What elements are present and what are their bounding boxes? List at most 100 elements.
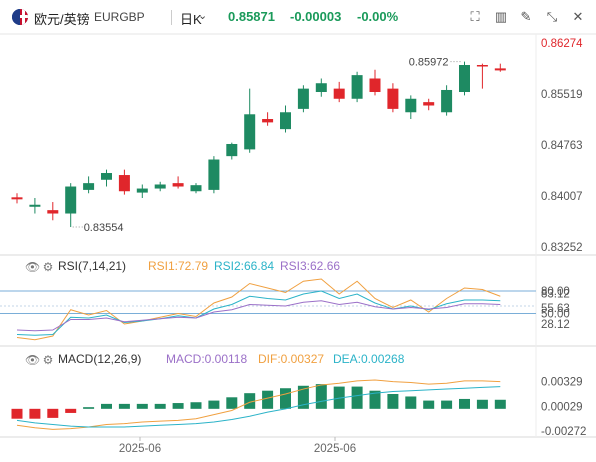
- low-price-label: 0.83554: [84, 222, 124, 234]
- candle-body[interactable]: [226, 143, 238, 157]
- eurgbp-flag-icon: [12, 9, 28, 25]
- candle-body[interactable]: [118, 175, 130, 192]
- candle-body[interactable]: [351, 75, 363, 99]
- macd-histogram-bar: [351, 386, 363, 409]
- macd-axis-label: 0.00029: [541, 401, 583, 413]
- price-axis-label: 0.85519: [541, 89, 583, 101]
- macd-value: MACD:0.00118: [166, 352, 248, 366]
- high-price-label: 0.85972: [409, 57, 449, 69]
- price-axis-label: 0.86274: [541, 38, 583, 50]
- indicator-icon[interactable]: ▥: [494, 9, 508, 24]
- macd-histogram-bar: [387, 394, 399, 409]
- macd-visibility-icon[interactable]: 👁: [25, 353, 41, 367]
- candle-body[interactable]: [476, 65, 488, 67]
- rsi3-value: RSI3:62.66: [280, 259, 341, 273]
- rsi-axis-label: 50.00: [541, 309, 570, 321]
- macd-histogram-bar: [47, 408, 59, 418]
- macd-histogram-bar: [494, 399, 506, 409]
- candle-body[interactable]: [101, 173, 112, 180]
- macd-histogram-bar: [405, 396, 417, 409]
- symbol-name[interactable]: 欧元/英镑: [34, 12, 90, 27]
- symbol-code: EURGBP: [94, 10, 145, 24]
- macd-axis-label: -0.00272: [541, 426, 586, 438]
- macd-histogram-bar: [11, 408, 23, 419]
- macd-histogram-bar: [154, 403, 166, 409]
- macd-histogram-bar: [297, 385, 309, 409]
- dif-line: [16, 379, 501, 430]
- macd-histogram-bar: [441, 400, 453, 409]
- dif-value: DIF:0.00327: [258, 352, 325, 366]
- rsi-visibility-icon[interactable]: 👁: [25, 260, 41, 274]
- candle-body[interactable]: [315, 83, 327, 93]
- price-axis-label: 0.84007: [541, 191, 583, 203]
- timeframe-selector[interactable]: 日K: [180, 12, 202, 27]
- macd-name: MACD(12,26,9): [58, 352, 142, 366]
- candle-body[interactable]: [154, 184, 166, 189]
- candle-body[interactable]: [65, 186, 77, 214]
- candle-body[interactable]: [297, 88, 309, 109]
- time-axis-label: 2025-06: [119, 443, 161, 455]
- candle-body[interactable]: [387, 88, 399, 109]
- candle-body[interactable]: [29, 204, 41, 207]
- macd-histogram-bar: [65, 408, 77, 413]
- fullscreen-icon[interactable]: ⛶: [470, 9, 480, 24]
- candle-body[interactable]: [405, 98, 417, 113]
- candle-body[interactable]: [369, 78, 381, 93]
- macd-histogram-bar: [190, 402, 202, 409]
- macd-histogram-bar: [476, 399, 488, 409]
- candle-body[interactable]: [441, 89, 453, 113]
- macd-histogram-bar: [315, 384, 327, 409]
- candle-body[interactable]: [244, 114, 256, 150]
- macd-histogram-bar: [83, 407, 95, 409]
- candle-body[interactable]: [208, 159, 220, 190]
- dea-value: DEA:0.00268: [333, 352, 405, 366]
- candle-body[interactable]: [136, 188, 148, 193]
- macd-histogram-bar: [262, 390, 274, 409]
- macd-histogram-bar: [208, 400, 220, 409]
- rsi-axis-label: 80.00: [541, 286, 570, 298]
- price-axis-label: 0.83252: [541, 242, 583, 254]
- macd-histogram-bar: [244, 393, 256, 409]
- timeframe-caret-icon[interactable]: ⌄: [198, 10, 208, 22]
- rsi-axis-label: 28.12: [541, 319, 570, 331]
- rsi-axis-label: 83.12: [541, 289, 570, 301]
- collapse-icon[interactable]: ⤡: [546, 9, 558, 24]
- rsi1-value: RSI1:72.79: [148, 259, 209, 273]
- close-icon[interactable]: ✕: [572, 9, 584, 24]
- candle-body[interactable]: [333, 88, 345, 99]
- rsi3-line: [16, 300, 501, 332]
- dea-line: [16, 386, 501, 428]
- candle-body[interactable]: [83, 183, 95, 190]
- macd-settings-icon[interactable]: ⚙: [42, 353, 54, 367]
- header-divider: [171, 10, 172, 25]
- macd-histogram-bar: [101, 403, 112, 409]
- current-price: 0.85871: [228, 9, 275, 24]
- macd-histogram-bar: [118, 403, 130, 409]
- macd-histogram-bar: [369, 390, 381, 409]
- draw-icon[interactable]: ✎: [520, 9, 532, 24]
- price-change-pct: -0.00%: [357, 9, 399, 24]
- candle-body[interactable]: [280, 112, 291, 130]
- candle-body[interactable]: [47, 210, 59, 214]
- price-change: -0.00003: [290, 9, 342, 24]
- rsi-settings-icon[interactable]: ⚙: [42, 260, 54, 274]
- macd-axis-label: 0.00329: [541, 377, 583, 389]
- candle-body[interactable]: [190, 185, 202, 192]
- candle-body[interactable]: [262, 119, 274, 123]
- rsi-axis-label: 55.63: [541, 303, 570, 315]
- candle-body[interactable]: [423, 102, 435, 106]
- candle-body[interactable]: [494, 68, 506, 71]
- chart-header: 欧元/英镑 EURGBP 日K ⌄ 0.85871 -0.00003 -0.00…: [0, 0, 596, 34]
- price-axis-label: 0.84763: [541, 140, 583, 152]
- macd-histogram-bar: [136, 403, 148, 409]
- macd-histogram-bar: [172, 403, 184, 409]
- macd-histogram-bar: [423, 400, 435, 409]
- candle-body[interactable]: [172, 183, 184, 187]
- candle-body[interactable]: [459, 65, 470, 93]
- time-axis-label: 2025-06: [314, 443, 356, 455]
- macd-histogram-bar: [29, 408, 41, 419]
- macd-histogram-bar: [280, 388, 291, 409]
- candle-body[interactable]: [11, 197, 23, 200]
- rsi-name: RSI(7,14,21): [58, 259, 127, 273]
